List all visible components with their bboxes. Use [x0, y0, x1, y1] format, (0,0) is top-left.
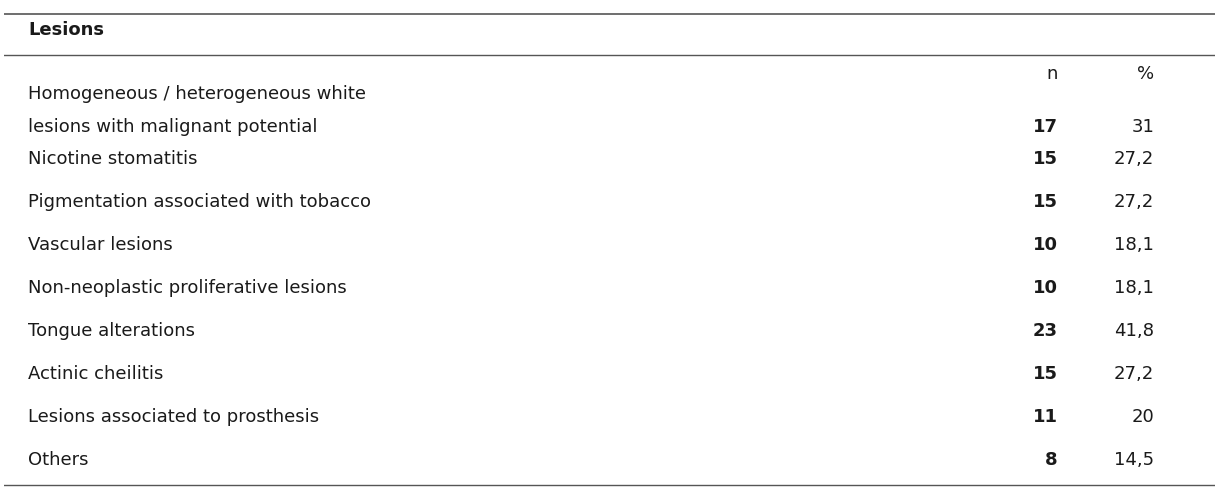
Text: 23: 23 [1032, 322, 1057, 340]
Text: 15: 15 [1032, 365, 1057, 383]
Text: Others: Others [28, 451, 89, 469]
Text: 17: 17 [1032, 118, 1057, 136]
Text: Nicotine stomatitis: Nicotine stomatitis [28, 150, 197, 169]
Text: 18,1: 18,1 [1114, 279, 1154, 297]
Text: 15: 15 [1032, 150, 1057, 169]
Text: 20: 20 [1131, 408, 1154, 426]
Text: %: % [1137, 65, 1154, 83]
Text: 14,5: 14,5 [1114, 451, 1154, 469]
Text: 27,2: 27,2 [1114, 365, 1154, 383]
Text: Tongue alterations: Tongue alterations [28, 322, 195, 340]
Text: Homogeneous / heterogeneous white: Homogeneous / heterogeneous white [28, 85, 367, 103]
Text: 18,1: 18,1 [1114, 236, 1154, 254]
Text: 31: 31 [1131, 118, 1154, 136]
Text: Actinic cheilitis: Actinic cheilitis [28, 365, 163, 383]
Text: 27,2: 27,2 [1114, 193, 1154, 211]
Text: 27,2: 27,2 [1114, 150, 1154, 169]
Text: 41,8: 41,8 [1114, 322, 1154, 340]
Text: lesions with malignant potential: lesions with malignant potential [28, 118, 318, 136]
Text: Lesions associated to prosthesis: Lesions associated to prosthesis [28, 408, 319, 426]
Text: n: n [1046, 65, 1057, 83]
Text: 8: 8 [1045, 451, 1057, 469]
Text: Pigmentation associated with tobacco: Pigmentation associated with tobacco [28, 193, 372, 211]
Text: 10: 10 [1032, 279, 1057, 297]
Text: Non-neoplastic proliferative lesions: Non-neoplastic proliferative lesions [28, 279, 347, 297]
Text: 15: 15 [1032, 193, 1057, 211]
Text: 11: 11 [1032, 408, 1057, 426]
Text: Lesions: Lesions [28, 21, 105, 39]
Text: Vascular lesions: Vascular lesions [28, 236, 173, 254]
Text: 10: 10 [1032, 236, 1057, 254]
